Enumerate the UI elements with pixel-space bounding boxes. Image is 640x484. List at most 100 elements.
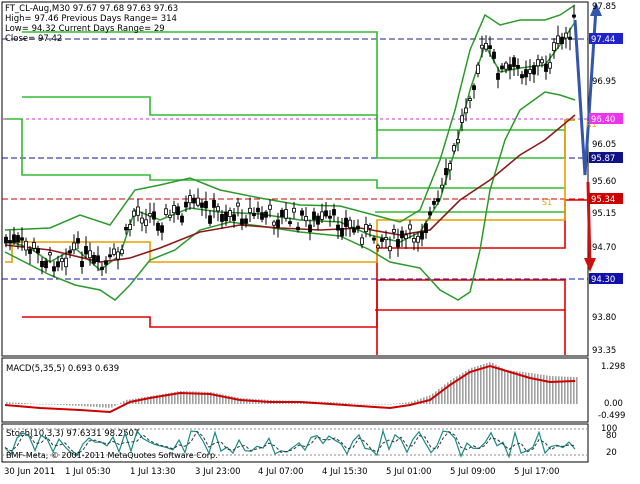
candle-body bbox=[348, 219, 352, 229]
macd-bar bbox=[141, 397, 143, 404]
macd-bar bbox=[369, 404, 371, 405]
candle-body bbox=[336, 224, 340, 231]
candle-body bbox=[124, 226, 128, 231]
macd-bar bbox=[87, 404, 89, 407]
candle-body bbox=[76, 238, 80, 244]
header-high-line: High= 97.46 Previous Days Range= 314 bbox=[5, 14, 177, 24]
candle-body bbox=[496, 73, 500, 80]
macd-bar bbox=[237, 397, 239, 404]
time-label: 1 Jul 13:30 bbox=[130, 467, 176, 477]
price-axis-label: 94.70 bbox=[592, 243, 616, 253]
price-tag-bg bbox=[589, 273, 623, 284]
macd-bar bbox=[51, 404, 53, 405]
macd-axis-label: 1.298 bbox=[601, 362, 625, 372]
candle-body bbox=[64, 257, 68, 268]
candle-body bbox=[252, 212, 256, 217]
candle-body bbox=[204, 201, 208, 209]
price-axis-label: 96.05 bbox=[592, 140, 616, 150]
candle-body bbox=[524, 69, 528, 78]
macd-bar bbox=[111, 404, 113, 408]
macd-bar bbox=[6, 402, 8, 404]
candle-body bbox=[100, 266, 104, 271]
arrow-down-icon bbox=[584, 258, 596, 272]
candle-body bbox=[52, 266, 56, 272]
macd-bar bbox=[204, 391, 206, 404]
candle-body bbox=[264, 211, 268, 218]
macd-bar bbox=[108, 404, 110, 408]
macd-bar bbox=[480, 365, 482, 404]
macd-axis-label: 0.00 bbox=[604, 399, 623, 409]
macd-bar bbox=[207, 391, 209, 404]
macd-bar bbox=[66, 404, 68, 406]
candle-body bbox=[564, 32, 568, 39]
macd-bar bbox=[84, 404, 86, 407]
candle-body bbox=[448, 163, 452, 171]
macd-bar bbox=[345, 403, 347, 404]
candle-body bbox=[368, 224, 372, 229]
macd-bar bbox=[201, 391, 203, 404]
macd-bar bbox=[375, 404, 377, 405]
candle-body bbox=[312, 211, 316, 220]
candle-body bbox=[464, 107, 468, 114]
macd-bar bbox=[528, 372, 530, 404]
candle-body bbox=[384, 237, 388, 241]
macd-bar bbox=[405, 402, 407, 404]
macd-bar bbox=[183, 391, 185, 404]
stoch-title: Stoch(10,3,3) 97.6331 98.2507 bbox=[6, 429, 139, 439]
macd-bar bbox=[336, 402, 338, 404]
candle-body bbox=[208, 215, 212, 224]
macd-bar bbox=[552, 376, 554, 404]
candle-body bbox=[352, 227, 356, 233]
candle-body bbox=[244, 218, 248, 224]
candle-body bbox=[320, 211, 324, 220]
macd-bar bbox=[474, 366, 476, 404]
macd-bar bbox=[504, 369, 506, 404]
candle-body bbox=[168, 214, 172, 218]
stoch-panel-frame bbox=[1, 423, 589, 463]
macd-bar bbox=[216, 393, 218, 404]
macd-bar bbox=[471, 367, 473, 404]
macd-histogram bbox=[6, 362, 578, 408]
candle-body bbox=[268, 204, 272, 210]
macd-bar bbox=[54, 404, 56, 405]
candle-body bbox=[552, 42, 556, 52]
macd-bar bbox=[564, 376, 566, 404]
level-label-r1: R1 bbox=[586, 120, 597, 129]
macd-bar bbox=[387, 404, 389, 405]
macd-bar bbox=[96, 404, 98, 408]
candle-body bbox=[32, 242, 36, 249]
macd-bar bbox=[444, 384, 446, 404]
candle-body bbox=[436, 198, 440, 202]
candle-body bbox=[192, 197, 196, 204]
candle-body bbox=[128, 224, 132, 230]
candle-body bbox=[504, 62, 508, 70]
macd-bar bbox=[105, 404, 107, 408]
macd-bar bbox=[447, 382, 449, 405]
macd-bar bbox=[213, 392, 215, 404]
candle-body bbox=[444, 168, 448, 176]
bollinger-upper-line bbox=[4, 4, 576, 231]
bollinger-middle-line bbox=[4, 21, 576, 271]
price-tags: 97.44 96.40 95.87 95.34 94.30 bbox=[589, 33, 623, 285]
candle-body bbox=[68, 250, 72, 254]
macd-bar bbox=[492, 363, 494, 404]
macd-bar bbox=[45, 404, 47, 405]
macd-bar bbox=[507, 370, 509, 404]
price-axis-label: 95.15 bbox=[592, 209, 616, 219]
macd-bar bbox=[489, 362, 491, 404]
macd-bar bbox=[360, 404, 362, 405]
time-label: 1 Jul 05:30 bbox=[65, 467, 111, 477]
candle-body bbox=[156, 222, 160, 231]
candle-body bbox=[16, 235, 20, 243]
time-label: 5 Jul 17:00 bbox=[514, 467, 560, 477]
price-candles bbox=[4, 5, 576, 278]
macd-bar bbox=[180, 391, 182, 404]
macd-bar bbox=[399, 403, 401, 404]
macd-bar bbox=[546, 375, 548, 404]
candle-body bbox=[460, 115, 464, 123]
macd-bar bbox=[153, 395, 155, 404]
macd-bar bbox=[408, 402, 410, 404]
macd-bar bbox=[513, 371, 515, 404]
candle-body bbox=[96, 255, 100, 263]
candle-body bbox=[556, 35, 560, 44]
